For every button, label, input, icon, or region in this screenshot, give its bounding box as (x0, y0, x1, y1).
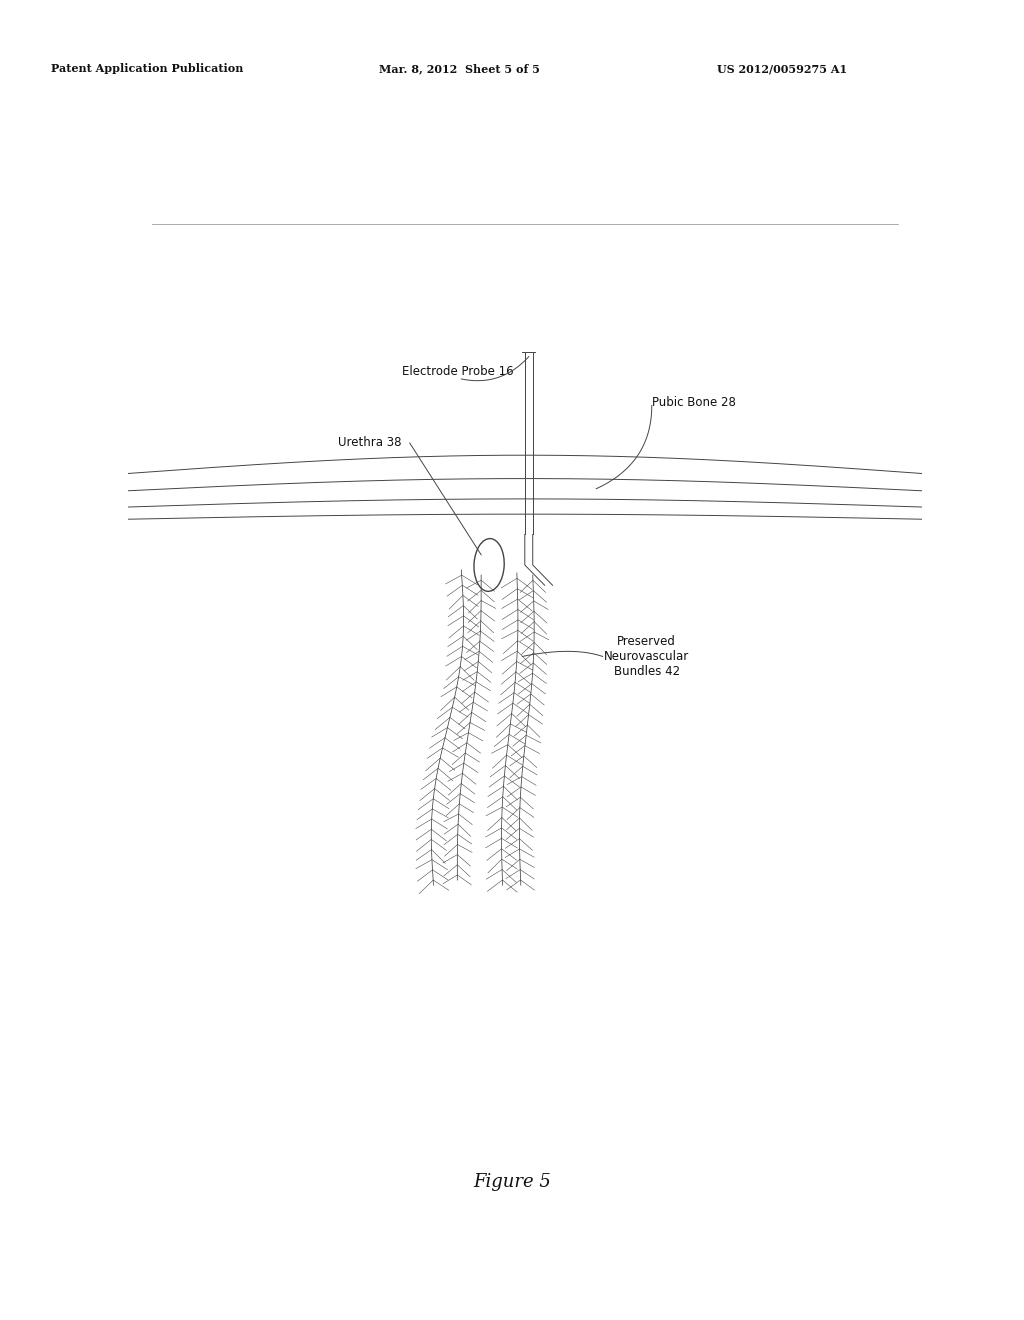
Text: Pubic Bone 28: Pubic Bone 28 (652, 396, 735, 409)
Text: US 2012/0059275 A1: US 2012/0059275 A1 (717, 63, 847, 74)
Text: Patent Application Publication: Patent Application Publication (51, 63, 244, 74)
Text: Figure 5: Figure 5 (473, 1172, 551, 1191)
Text: Urethra 38: Urethra 38 (338, 437, 401, 450)
Text: Electrode Probe 16: Electrode Probe 16 (401, 366, 513, 379)
Text: Mar. 8, 2012  Sheet 5 of 5: Mar. 8, 2012 Sheet 5 of 5 (379, 63, 540, 74)
Text: Preserved
Neurovascular
Bundles 42: Preserved Neurovascular Bundles 42 (604, 635, 689, 678)
